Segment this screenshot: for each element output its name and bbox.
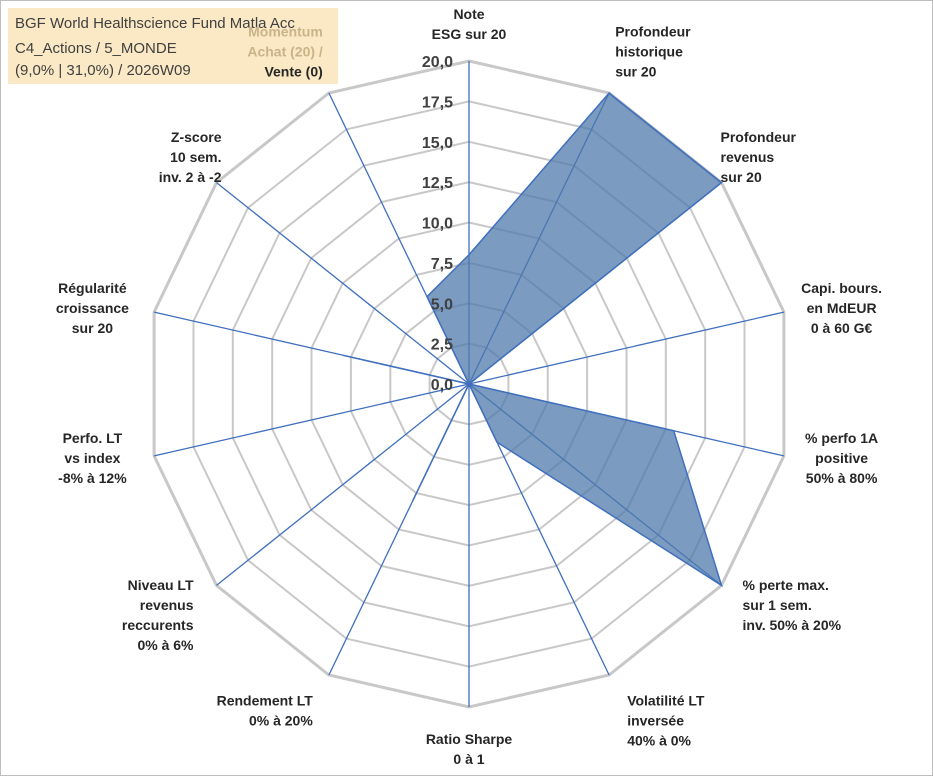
tick-label: 15,0 xyxy=(422,135,453,152)
tick-label: 2,5 xyxy=(431,337,453,354)
axis-label-line: Profondeur xyxy=(615,23,691,39)
axis-label-line: -8% à 12% xyxy=(58,470,127,486)
axis-label-line: Note xyxy=(453,6,484,22)
axis-label-line: reccurents xyxy=(122,617,194,633)
tick-label: 0,0 xyxy=(431,377,453,394)
axis-label: Note ESG sur 20 xyxy=(432,6,507,42)
axis-label-line: vs index xyxy=(64,450,120,466)
axis-label-line: positive xyxy=(815,450,868,466)
axis-label-line: sur 1 sem. xyxy=(743,597,812,613)
tick-label: 17,5 xyxy=(422,94,453,111)
axis-label-line: Régularité xyxy=(58,280,127,296)
axis-label-line: % perte max. xyxy=(743,577,829,593)
fund-category: C4_Actions / 5_MONDE xyxy=(15,40,177,57)
tick-label: 20,0 xyxy=(422,54,453,71)
axis-label-line: inv. 50% à 20% xyxy=(743,617,842,633)
axis-label: Profondeur historique sur 20 xyxy=(615,23,691,79)
axis-label-line: revenus xyxy=(140,597,194,613)
fund-stats: (9,0% | 31,0%) / 2026W09 xyxy=(15,62,191,79)
axis-label-line: sur 20 xyxy=(721,169,762,185)
axis-label-line: % perfo 1A xyxy=(805,430,878,446)
spoke xyxy=(468,311,785,385)
axis-label-line: 0 à 60 G€ xyxy=(811,320,873,336)
axis-label-line: 0% à 6% xyxy=(137,637,194,653)
axis-label: Rendement LT 0% à 20% xyxy=(217,693,314,729)
spoke xyxy=(216,182,470,385)
axis-label-line: sur 20 xyxy=(72,320,113,336)
axis-label: Z-score 10 sem. inv. 2 à -2 xyxy=(159,129,222,185)
axis-label: % perfo 1A positive 50% à 80% xyxy=(805,430,878,486)
axis-label-line: 40% à 0% xyxy=(627,733,691,749)
axis-label-line: 0% à 20% xyxy=(249,713,313,729)
axis-label-line: Perfo. LT xyxy=(63,430,123,446)
axis-label: Volatilité LT inversée 40% à 0% xyxy=(627,693,705,749)
axis-label-line: croissance xyxy=(56,300,129,316)
axis-label-line: 0 à 1 xyxy=(453,751,484,767)
axis-label-line: Achat (20) / xyxy=(247,43,323,59)
axis-label-line: Rendement LT xyxy=(217,693,314,709)
axis-label-line: Volatilité LT xyxy=(627,693,705,709)
axis-label-line: ESG sur 20 xyxy=(432,26,507,42)
series-area xyxy=(342,91,723,588)
tick-label: 10,0 xyxy=(422,216,453,233)
radar-axis-labels: Note ESG sur 20 Profondeur historique sur 20… xyxy=(56,6,882,767)
axis-label-line: Capi. bours. xyxy=(801,280,882,296)
radar-tick-labels: 0,0 2,5 5,0 7,5 10,0 12,5 15,0 17,5 20,0 xyxy=(422,54,453,394)
axis-label-line: revenus xyxy=(721,149,775,165)
axis-label-line: 50% à 80% xyxy=(806,470,878,486)
spoke xyxy=(216,383,470,586)
axis-label-line: en MdEUR xyxy=(807,300,877,316)
axis-label-line: historique xyxy=(615,43,683,59)
axis-label-line: sur 20 xyxy=(615,63,656,79)
radar-series xyxy=(342,91,723,588)
axis-label: Capi. bours. en MdEUR 0 à 60 G€ xyxy=(801,280,882,336)
axis-label-line: Profondeur xyxy=(721,129,797,145)
axis-label-line: Z-score xyxy=(171,129,222,145)
axis-label: Momentum Achat (20) / Vente (0) xyxy=(247,23,323,79)
axis-label-line: Vente (0) xyxy=(264,63,322,79)
axis-label: Ratio Sharpe 0 à 1 xyxy=(426,731,513,767)
tick-label: 7,5 xyxy=(431,256,453,273)
title-box: BGF World Healthscience Fund Matla Acc C… xyxy=(8,8,338,84)
spoke xyxy=(153,383,470,457)
axis-label-line: 10 sem. xyxy=(170,149,221,165)
axis-label: Niveau LT revenus reccurents 0% à 6% xyxy=(122,577,194,653)
axis-label-line: Ratio Sharpe xyxy=(426,731,513,747)
axis-label: Profondeur revenus sur 20 xyxy=(721,129,797,185)
axis-label: % perte max. sur 1 sem. inv. 50% à 20% xyxy=(743,577,842,633)
tick-label: 5,0 xyxy=(431,296,453,313)
axis-label-line: inv. 2 à -2 xyxy=(159,169,222,185)
axis-label-line: Momentum xyxy=(248,23,323,39)
fund-name: BGF World Healthscience Fund Matla Acc xyxy=(15,15,295,32)
axis-label-line: Niveau LT xyxy=(128,577,194,593)
tick-label: 12,5 xyxy=(422,175,453,192)
axis-label: Perfo. LT vs index -8% à 12% xyxy=(58,430,127,486)
axis-label-line: inversée xyxy=(627,713,684,729)
axis-label: Régularité croissance sur 20 xyxy=(56,280,129,336)
